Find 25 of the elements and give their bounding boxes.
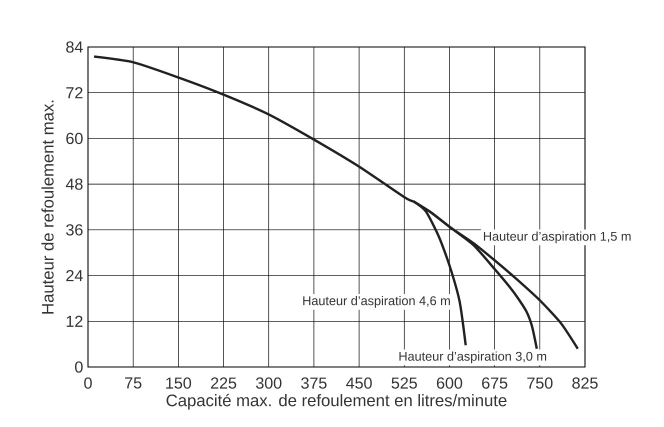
y-tick-label: 60 xyxy=(66,132,83,144)
x-tick-label: 450 xyxy=(346,378,372,389)
x-tick-label: 525 xyxy=(392,378,417,389)
x-tick-label: 75 xyxy=(125,378,142,389)
y-tick-label: 36 xyxy=(66,224,83,236)
y-tick-label: 0 xyxy=(75,362,83,373)
x-tick-label: 150 xyxy=(166,378,192,389)
y-tick-label: 24 xyxy=(66,270,83,282)
x-tick-label: 0 xyxy=(84,378,92,389)
y-tick-label: 12 xyxy=(66,316,82,328)
x-tick-label: 375 xyxy=(301,378,327,389)
series-label: Hauteur d’aspiration 1,5 m xyxy=(484,232,631,244)
series-label: Hauteur d’aspiration 4,6 m xyxy=(303,296,450,308)
y-tick-label: 84 xyxy=(66,42,83,53)
y-tick-label: 48 xyxy=(66,178,83,190)
x-tick-label: 825 xyxy=(572,378,598,389)
x-tick-label: 300 xyxy=(256,378,282,389)
x-tick-label: 600 xyxy=(436,378,462,389)
x-tick-label: 225 xyxy=(210,378,236,389)
x-tick-label: 750 xyxy=(527,378,553,389)
x-tick-label: 675 xyxy=(482,378,508,389)
series-label: Hauteur d’aspiration 3,0 m xyxy=(399,352,546,364)
y-axis-title: Hauteur de refoulement max. xyxy=(41,100,54,314)
y-tick-label: 72 xyxy=(66,87,82,98)
x-axis-title: Capacité max. de refoulement en litres/minute xyxy=(166,394,506,410)
